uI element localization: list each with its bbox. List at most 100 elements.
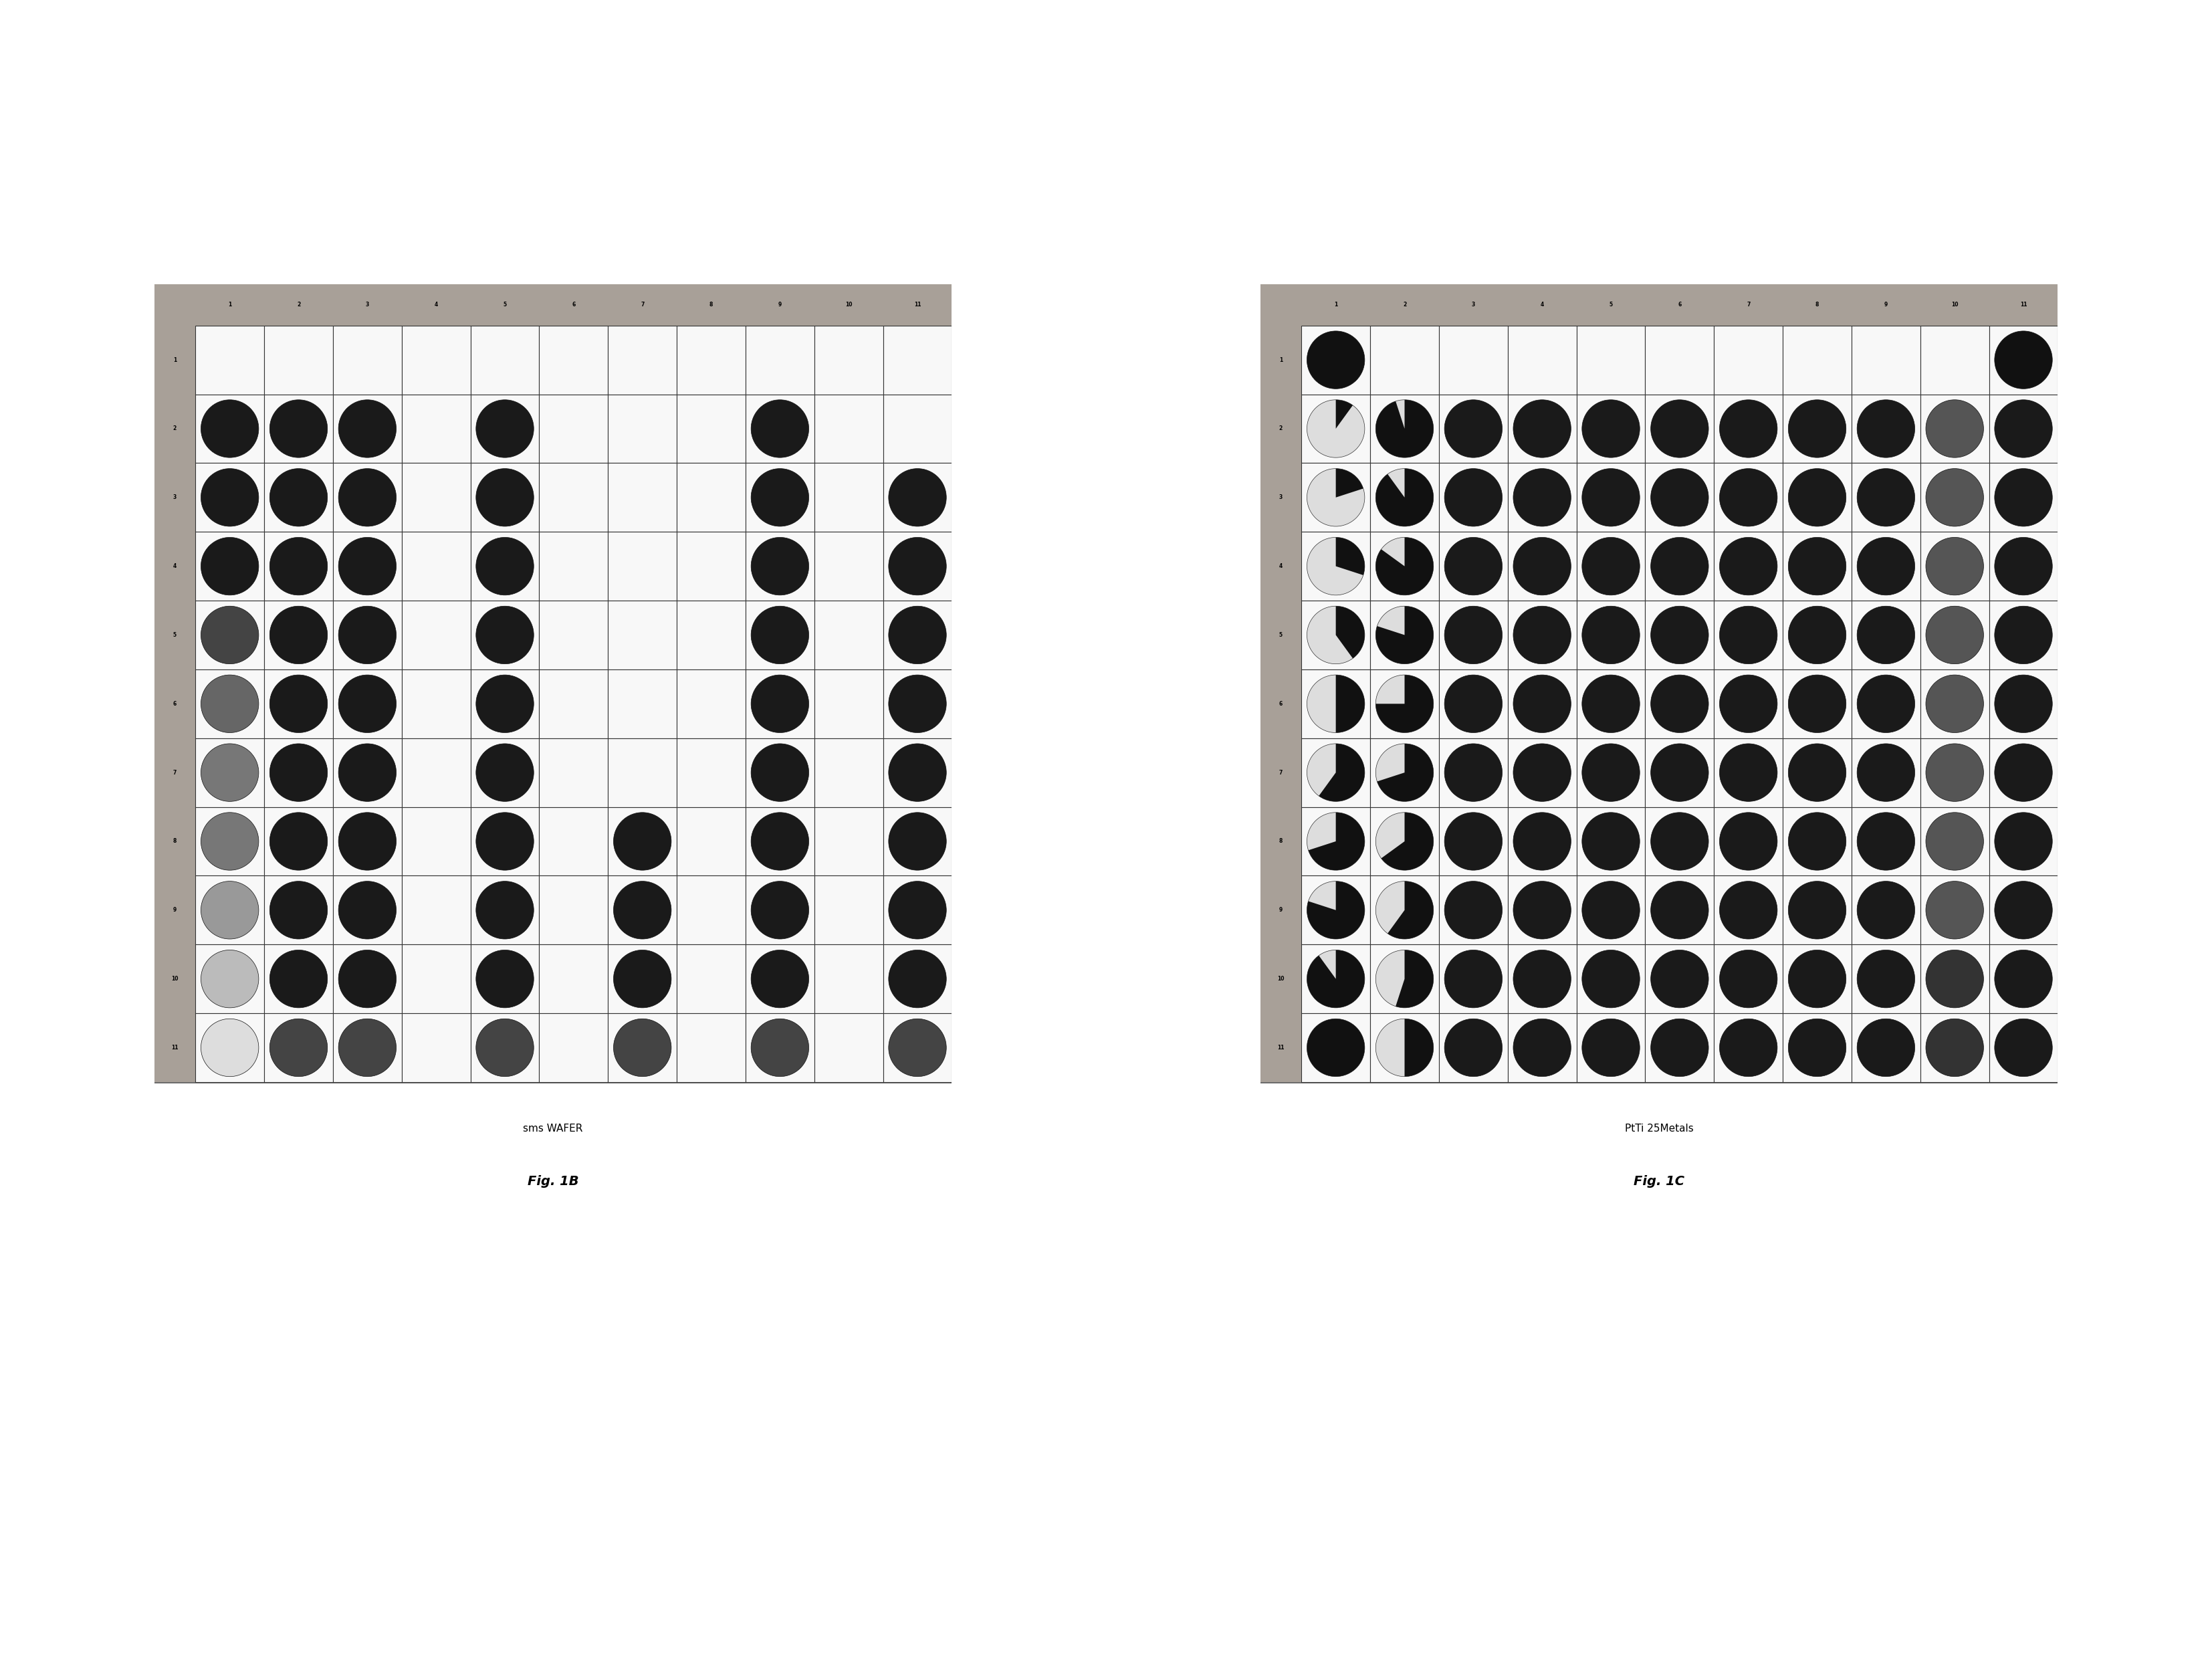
Bar — [745, 737, 814, 808]
Circle shape — [889, 813, 947, 869]
Bar — [1714, 532, 1783, 600]
Circle shape — [1513, 607, 1571, 664]
Bar — [1920, 600, 1989, 669]
Circle shape — [1995, 744, 2053, 801]
Circle shape — [613, 1018, 670, 1077]
Circle shape — [338, 813, 396, 869]
Bar — [1920, 737, 1989, 808]
Circle shape — [1650, 881, 1708, 940]
Bar — [155, 284, 195, 326]
Circle shape — [1444, 1018, 1502, 1077]
Circle shape — [1719, 744, 1776, 801]
Bar — [814, 600, 883, 669]
Text: 1: 1 — [173, 356, 177, 363]
Circle shape — [1444, 950, 1502, 1008]
Circle shape — [476, 400, 533, 458]
Circle shape — [1307, 1018, 1365, 1077]
Circle shape — [889, 675, 947, 732]
Bar — [1577, 600, 1646, 669]
Circle shape — [1513, 468, 1571, 527]
Text: 6: 6 — [1679, 303, 1681, 308]
Circle shape — [476, 950, 533, 1008]
Wedge shape — [1307, 950, 1365, 1008]
Circle shape — [1513, 537, 1571, 595]
Text: 2: 2 — [1402, 303, 1407, 308]
Bar — [1714, 876, 1783, 945]
Text: 8: 8 — [1279, 838, 1283, 844]
Bar — [1646, 326, 1714, 395]
Circle shape — [201, 1018, 259, 1077]
Bar — [608, 669, 677, 737]
Circle shape — [1376, 400, 1433, 458]
Circle shape — [1787, 1018, 1847, 1077]
Bar — [883, 1013, 951, 1082]
Bar — [1369, 808, 1440, 876]
Circle shape — [201, 607, 259, 664]
Bar — [540, 737, 608, 808]
Bar — [403, 876, 471, 945]
Bar — [883, 600, 951, 669]
Bar — [1989, 737, 2057, 808]
Circle shape — [1858, 744, 1916, 801]
Bar — [1851, 463, 1920, 532]
Bar — [1851, 532, 1920, 600]
Bar — [334, 737, 403, 808]
Bar — [677, 326, 745, 395]
Text: 9: 9 — [173, 908, 177, 913]
Circle shape — [338, 468, 396, 527]
Wedge shape — [1336, 537, 1365, 575]
Circle shape — [1787, 675, 1847, 732]
Circle shape — [1582, 744, 1639, 801]
Circle shape — [1444, 537, 1502, 595]
Circle shape — [1787, 950, 1847, 1008]
Circle shape — [270, 1018, 327, 1077]
Bar — [1783, 876, 1851, 945]
Bar — [1714, 463, 1783, 532]
Bar — [1783, 808, 1851, 876]
Circle shape — [201, 881, 259, 940]
Bar — [1440, 532, 1509, 600]
Circle shape — [889, 1018, 947, 1077]
Bar — [1577, 395, 1646, 463]
Bar — [263, 876, 334, 945]
Circle shape — [1995, 950, 2053, 1008]
Bar — [1920, 463, 1989, 532]
Bar — [1646, 395, 1714, 463]
Text: 5: 5 — [1608, 303, 1613, 308]
Text: 9: 9 — [1885, 303, 1887, 308]
Bar — [471, 395, 540, 463]
Circle shape — [752, 468, 810, 527]
Bar — [471, 532, 540, 600]
Circle shape — [1858, 1018, 1916, 1077]
Circle shape — [613, 950, 670, 1008]
Bar — [334, 463, 403, 532]
Bar — [1369, 395, 1440, 463]
Circle shape — [1719, 1018, 1776, 1077]
Circle shape — [752, 400, 810, 458]
Bar — [1646, 945, 1714, 1013]
Bar — [1577, 737, 1646, 808]
Circle shape — [752, 675, 810, 732]
Bar — [677, 876, 745, 945]
Text: 3: 3 — [365, 303, 369, 308]
Text: 2: 2 — [1279, 426, 1283, 431]
Bar — [195, 737, 263, 808]
Bar — [1577, 532, 1646, 600]
Circle shape — [1927, 400, 1984, 458]
Circle shape — [1307, 744, 1365, 801]
Bar — [195, 876, 263, 945]
Circle shape — [1582, 1018, 1639, 1077]
Bar — [1440, 945, 1509, 1013]
Circle shape — [1650, 950, 1708, 1008]
Wedge shape — [1376, 400, 1433, 458]
Circle shape — [1927, 744, 1984, 801]
Circle shape — [1995, 537, 2053, 595]
Text: 2: 2 — [173, 426, 177, 431]
Bar — [155, 284, 951, 1082]
Circle shape — [1307, 950, 1365, 1008]
Bar — [1577, 1013, 1646, 1082]
Circle shape — [1787, 813, 1847, 869]
Circle shape — [338, 881, 396, 940]
Bar — [1301, 284, 2057, 326]
Circle shape — [1376, 537, 1433, 595]
